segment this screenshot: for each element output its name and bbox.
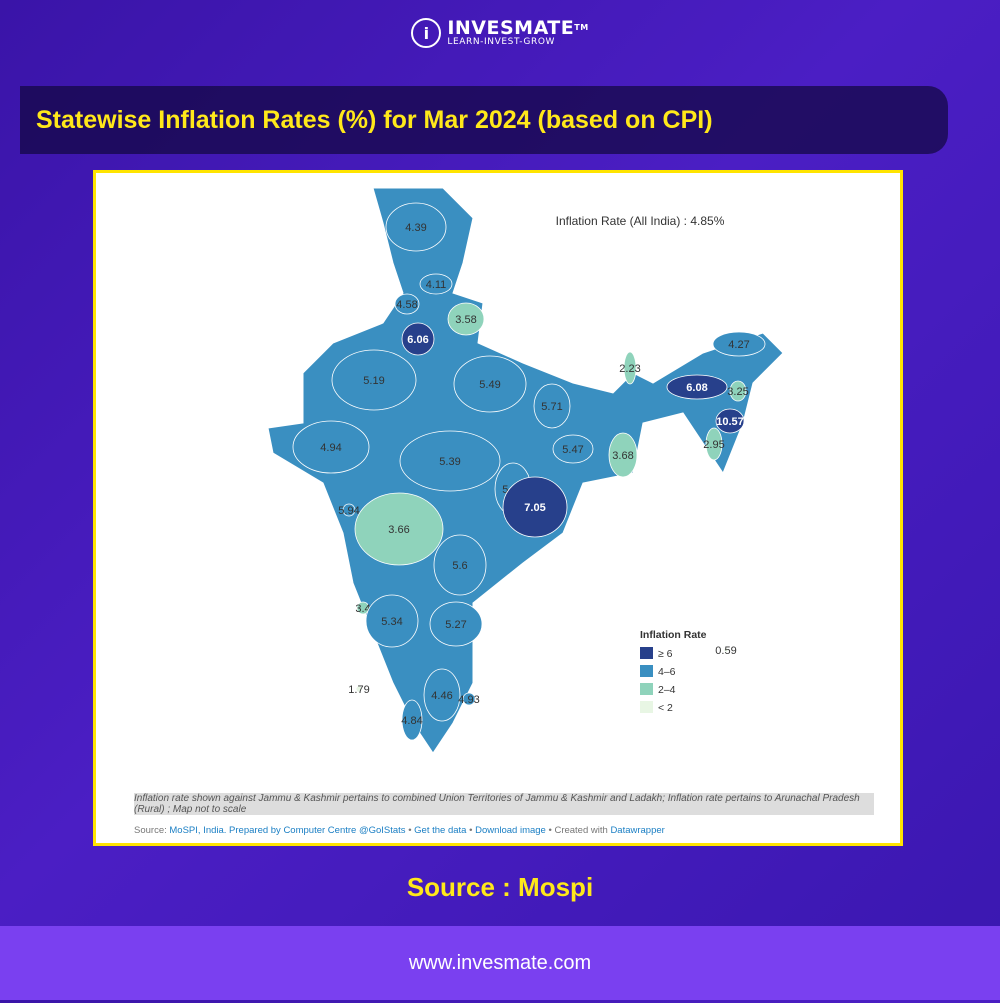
region-label: 5.6 <box>452 560 467 572</box>
region-label: 1.79 <box>348 684 369 696</box>
credits-link[interactable]: Download image <box>475 825 546 836</box>
region <box>331 349 417 411</box>
region <box>453 355 527 413</box>
website[interactable]: www.invesmate.com <box>408 952 592 974</box>
legend-label: 4–6 <box>658 666 676 678</box>
created-label: Created with <box>554 825 608 836</box>
region-label: 4.58 <box>396 299 417 311</box>
region <box>608 432 638 478</box>
region <box>462 692 476 706</box>
legend-swatch <box>640 647 653 659</box>
region-label: 5.47 <box>562 444 583 456</box>
legend-swatch <box>640 701 653 713</box>
region <box>715 408 745 434</box>
region <box>723 647 729 653</box>
region <box>533 383 571 429</box>
credits-prefix: Source: <box>134 825 167 836</box>
map: Inflation Rate (All India) : 4.85% 4.39 4… <box>267 187 784 754</box>
legend-title: Inflation Rate <box>640 629 707 641</box>
region <box>394 293 420 315</box>
region <box>419 273 453 295</box>
region <box>429 601 483 647</box>
region-label: 4.46 <box>431 690 452 702</box>
region-label: 3.68 <box>612 450 633 462</box>
created-link[interactable]: Datawrapper <box>610 825 665 836</box>
region-label: 5.49 <box>479 379 500 391</box>
headline: Inflation Rate (All India) : 4.85% <box>556 214 725 228</box>
region-label: 6.06 <box>407 334 428 346</box>
region-label: 5.94 <box>338 505 359 517</box>
region <box>502 476 568 538</box>
region <box>433 534 487 596</box>
legend-label: 2–4 <box>658 684 676 696</box>
region-label: 5.19 <box>363 375 384 387</box>
logo-icon: i <box>411 18 442 48</box>
separator: • <box>548 825 552 836</box>
brand-name: INVESMATE <box>447 17 575 39</box>
region <box>705 427 723 461</box>
region-label: 4.11 <box>426 279 447 291</box>
region <box>292 420 370 474</box>
legend-swatch <box>640 665 653 677</box>
region-label: 5.34 <box>381 616 402 628</box>
region-label: 4.93 <box>458 694 479 706</box>
brand: INVESMATETM <box>447 17 589 39</box>
region-label: 5.39 <box>439 456 460 468</box>
region-label: 5.71 <box>541 401 562 413</box>
separator: • <box>469 825 473 836</box>
credits: Source: MoSPI, India. Prepared by Comput… <box>134 825 665 836</box>
region <box>666 374 728 400</box>
region <box>401 699 423 741</box>
region <box>385 202 447 252</box>
legend-label: ≥ 6 <box>658 648 673 660</box>
region-label: 2.95 <box>703 439 724 451</box>
credits-link[interactable]: Get the data <box>414 825 467 836</box>
region <box>712 331 766 357</box>
trademark: TM <box>574 23 589 32</box>
region <box>399 430 501 492</box>
region-label: 5.27 <box>445 619 466 631</box>
region-label: 3.58 <box>455 314 476 326</box>
region-label: 6.08 <box>686 382 707 394</box>
title-banner: Statewise Inflation Rates (%) for Mar 20… <box>20 86 948 154</box>
region-label: 4.94 <box>320 442 341 454</box>
region-label: 4.39 <box>405 222 426 234</box>
region <box>552 434 594 464</box>
map-panel: Inflation Rate (All India) : 4.85% 4.39 4… <box>93 170 903 846</box>
region <box>356 601 370 615</box>
region <box>365 594 419 648</box>
region-label: 4.27 <box>728 339 749 351</box>
tagline: LEARN-INVEST-GROW <box>447 37 556 47</box>
region <box>342 503 356 517</box>
logo: i INVESMATETM LEARN-INVEST-GROW <box>0 18 1000 48</box>
region-label: 3.4 <box>355 603 370 615</box>
region-label: 7.05 <box>524 502 545 514</box>
region <box>623 351 637 385</box>
region-label: 4.84 <box>401 715 422 727</box>
separator: • <box>408 825 412 836</box>
region <box>355 685 363 693</box>
title: Statewise Inflation Rates (%) for Mar 20… <box>36 106 713 134</box>
footer: www.invesmate.com <box>0 926 1000 1000</box>
region-label: 3.25 <box>727 386 748 398</box>
region-label: 10.57 <box>716 416 744 428</box>
credits-link[interactable]: MoSPI, India. Prepared by Computer Centr… <box>169 825 406 836</box>
region <box>729 380 747 402</box>
region-label: 0.59 <box>715 645 736 657</box>
legend-swatch <box>640 683 653 695</box>
legend-label: < 2 <box>658 702 673 714</box>
region-label: 3.66 <box>388 524 409 536</box>
region <box>447 302 485 336</box>
region <box>401 322 435 356</box>
source: Source : Mospi <box>406 872 594 902</box>
region <box>354 492 444 566</box>
region-label: 2.23 <box>619 363 640 375</box>
footnote: Inflation rate shown against Jammu & Kas… <box>134 793 874 815</box>
region <box>423 668 461 722</box>
